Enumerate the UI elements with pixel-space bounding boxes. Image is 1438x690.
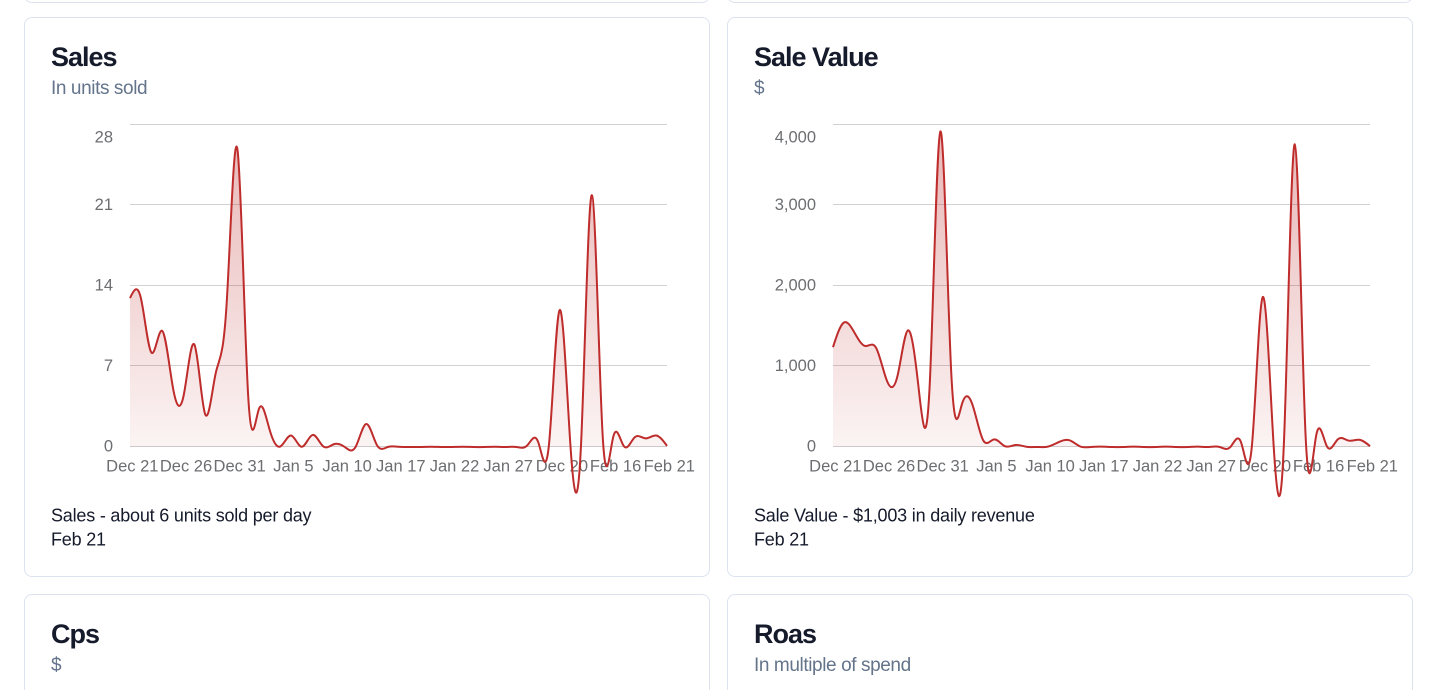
- svg-text:$: $: [754, 78, 765, 99]
- svg-text:3,000: 3,000: [775, 196, 816, 214]
- svg-text:Cps: Cps: [51, 619, 99, 649]
- svg-text:Jan 27: Jan 27: [483, 458, 533, 476]
- svg-text:Dec 21: Dec 21: [809, 458, 861, 476]
- svg-text:In units sold: In units sold: [51, 78, 147, 99]
- svg-text:7: 7: [104, 357, 113, 375]
- svg-text:$: $: [51, 655, 62, 676]
- svg-text:Roas: Roas: [754, 619, 816, 649]
- svg-text:Jan 17: Jan 17: [376, 458, 426, 476]
- svg-text:Jan 22: Jan 22: [430, 458, 480, 476]
- svg-text:1,000: 1,000: [775, 357, 816, 375]
- svg-text:Jan 22: Jan 22: [1133, 458, 1183, 476]
- svg-text:Sales - about 6 units sold per: Sales - about 6 units sold per day: [51, 506, 312, 526]
- svg-text:2,000: 2,000: [775, 277, 816, 295]
- svg-text:Feb 21: Feb 21: [754, 529, 809, 549]
- svg-text:14: 14: [95, 277, 113, 295]
- svg-text:Dec 20: Dec 20: [1239, 458, 1291, 476]
- svg-text:Feb 21: Feb 21: [51, 529, 106, 549]
- svg-text:4,000: 4,000: [775, 129, 816, 147]
- svg-text:Jan 5: Jan 5: [976, 458, 1016, 476]
- svg-text:21: 21: [95, 196, 113, 214]
- svg-text:Jan 10: Jan 10: [1025, 458, 1075, 476]
- svg-text:Sales: Sales: [51, 42, 117, 72]
- svg-text:Feb 21: Feb 21: [644, 458, 695, 476]
- svg-text:Feb 16: Feb 16: [590, 458, 641, 476]
- svg-text:Dec 31: Dec 31: [214, 458, 266, 476]
- svg-text:0: 0: [104, 438, 113, 456]
- svg-text:Feb 21: Feb 21: [1347, 458, 1398, 476]
- svg-text:Jan 27: Jan 27: [1186, 458, 1236, 476]
- svg-text:Dec 21: Dec 21: [106, 458, 158, 476]
- svg-text:Dec 31: Dec 31: [917, 458, 969, 476]
- svg-text:Sale Value: Sale Value: [754, 42, 879, 72]
- svg-text:Sale Value - $1,003 in daily r: Sale Value - $1,003 in daily revenue: [754, 506, 1035, 526]
- svg-text:0: 0: [807, 438, 816, 456]
- svg-text:Jan 17: Jan 17: [1079, 458, 1129, 476]
- svg-text:Dec 26: Dec 26: [863, 458, 915, 476]
- svg-text:Jan 10: Jan 10: [322, 458, 372, 476]
- svg-text:28: 28: [95, 129, 113, 147]
- svg-text:Feb 16: Feb 16: [1293, 458, 1344, 476]
- svg-text:Dec 20: Dec 20: [536, 458, 588, 476]
- svg-text:Jan 5: Jan 5: [273, 458, 313, 476]
- svg-text:Dec 26: Dec 26: [160, 458, 212, 476]
- svg-text:In multiple of spend: In multiple of spend: [754, 655, 911, 676]
